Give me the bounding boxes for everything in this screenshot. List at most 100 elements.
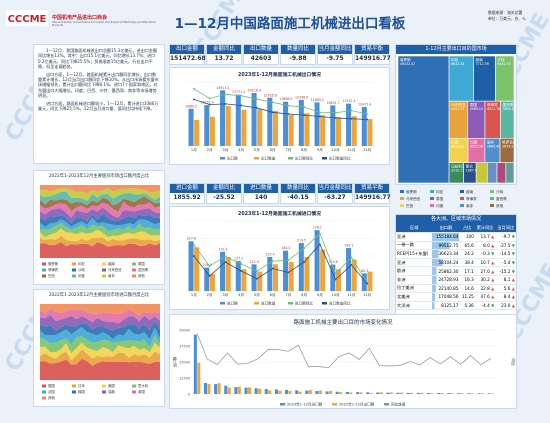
legend-label: 墨西哥 (138, 267, 149, 272)
stream-area (40, 187, 160, 201)
bar-2023 (416, 392, 420, 394)
x-tick-label: 2月 (207, 147, 213, 152)
x-tick-label: 3月 (222, 292, 228, 297)
table-cell-month: -14.5 ▼ (495, 249, 516, 259)
table-cell-amount: 36623.34 (432, 249, 460, 259)
legend-swatch (102, 268, 106, 272)
bar-amount (346, 103, 352, 146)
line-quantity-yoy-point (271, 267, 274, 270)
treemap-cell-label: 蒙古 (466, 164, 474, 169)
bar-amount (298, 242, 304, 291)
line-amount-yoy-point (192, 87, 195, 90)
table-cell-amount: 22140.85 (432, 284, 460, 294)
ranking-col-header: 出口额 (432, 224, 460, 233)
bar-quantity (272, 264, 278, 291)
legend-label: 德国 (48, 383, 55, 388)
stream-area (40, 327, 160, 347)
bar-2023 (214, 384, 218, 394)
legend-label: 马来西亚 (108, 267, 122, 272)
table-cell-yoy: 22.8 ▲ (474, 284, 496, 294)
bar-amount (314, 102, 320, 146)
legend-swatch (42, 384, 46, 388)
bar-quantity (335, 116, 341, 146)
treemap-card: 1-12月主要出口目的国市场 俄罗斯 46432.47 印尼 8632.28 越南 771… (395, 44, 517, 185)
legend-swatch (322, 302, 327, 305)
stream-area (40, 223, 160, 238)
bar-2023 (274, 389, 278, 394)
x-tick-label: 6月 (270, 292, 276, 297)
bar-2022 (349, 392, 353, 394)
table-row: 一带一路 99512.75 65.6 8.0 ▲ -27.5 ▼ (396, 241, 516, 251)
data-label: 120.6 (329, 260, 338, 264)
bar-amount (188, 241, 194, 291)
bar-2023 (193, 334, 197, 394)
bar-quantity (241, 109, 247, 146)
kpi-import-month-yoy: 当月金额同比 -63.27 (317, 183, 353, 204)
line-quantity-yoy-point (318, 115, 321, 118)
stream-area (40, 358, 160, 380)
bar-amount (235, 94, 241, 146)
bar-quantity (209, 273, 215, 291)
line-quantity-yoy-point (318, 243, 321, 246)
table-cell-share: 17.1 (459, 266, 475, 276)
org-name-en: China Chamber of Commerce for Import and… (52, 21, 157, 27)
table-cell-name: 一带一路 (396, 241, 433, 251)
market-change-card: 路面施工机械主要出口目的市场变化情况 50000 37500 25000 12500 0… (169, 314, 517, 409)
table-cell-yoy: 47.6 ▲ (474, 292, 496, 302)
legend-swatch (72, 262, 76, 266)
legend-swatch (288, 157, 293, 160)
legend-swatch (460, 190, 464, 193)
legend-swatch (102, 390, 106, 394)
bar-2022 (258, 388, 262, 394)
table-cell-yoy: -4.4 ▼ (474, 301, 496, 311)
bar-2022 (379, 392, 383, 394)
legend-label: 进口额 (227, 301, 238, 306)
legend-swatch (72, 390, 76, 394)
legend-label: 印度 (436, 203, 444, 208)
table-cell-name: RCEP(15+东盟) (396, 249, 433, 259)
x-tick-label: 6月 (270, 147, 276, 152)
data-label: 219.5 (297, 238, 306, 242)
bar-2022 (339, 392, 343, 394)
table-cell-name: 亚洲 (396, 258, 433, 268)
legend-label: 印度 (78, 273, 85, 278)
stream-area (40, 201, 160, 218)
line-quantity-yoy-point (366, 282, 369, 285)
table-cell-yoy: 27.0 ▲ (474, 266, 496, 276)
legend-swatch (42, 268, 46, 272)
legend-swatch (400, 204, 404, 207)
line-quantity-yoy-point (334, 117, 337, 119)
bar-quantity (288, 261, 294, 291)
legend-label: 墨西哥 (496, 196, 507, 201)
bar-2023 (386, 392, 390, 394)
x-tick-label: 12月 (363, 147, 371, 152)
bar-2022 (278, 390, 282, 394)
table-cell-yoy: 8.0 ▲ (474, 241, 496, 251)
bar-amount (204, 267, 210, 291)
table-cell-amount: 8125.17 (432, 301, 460, 311)
legend-label: 印尼 (78, 261, 85, 266)
bar-2022 (481, 393, 485, 394)
bar-2023 (426, 392, 430, 394)
line-amount-yoy-point (287, 259, 290, 261)
table-cell-share: 16.3 (459, 275, 475, 285)
stream-area (40, 185, 160, 194)
x-tick-label: 4月 (238, 292, 244, 297)
bar-quantity (288, 114, 294, 146)
legend-swatch (490, 197, 494, 200)
stream-import-title: 2022年1-2023年12月主要国别市场进口额月度占比 (48, 293, 150, 298)
table-cell-month: 5.6 ▲ (495, 284, 516, 294)
stream-area (40, 342, 160, 361)
data-label: 10475.4 (358, 102, 371, 106)
line-quantity-yoy-point (303, 261, 306, 263)
treemap-legend: 俄罗斯 印尼 越南 沙特 马来西亚 泰国 菲律宾 墨西哥 巴西 印度 南非 其他 (398, 188, 518, 212)
legend-swatch (102, 262, 106, 266)
legend-swatch (42, 396, 46, 400)
table-row: RCEP(15+东盟) 36623.34 24.2 -0.3 ▼ -14.5 ▼ (396, 249, 516, 259)
stream-area (40, 335, 160, 354)
logo: CCCME (6, 10, 48, 26)
table-row: 北美洲 17048.56 11.25 47.6 ▲ 8.4 ▲ (396, 292, 516, 302)
treemap-cell-label: 俄罗斯 (400, 57, 411, 62)
treemap-cell (398, 56, 450, 183)
kpi-import-amount-yoy: 金额同比 -25.52 (206, 183, 242, 204)
